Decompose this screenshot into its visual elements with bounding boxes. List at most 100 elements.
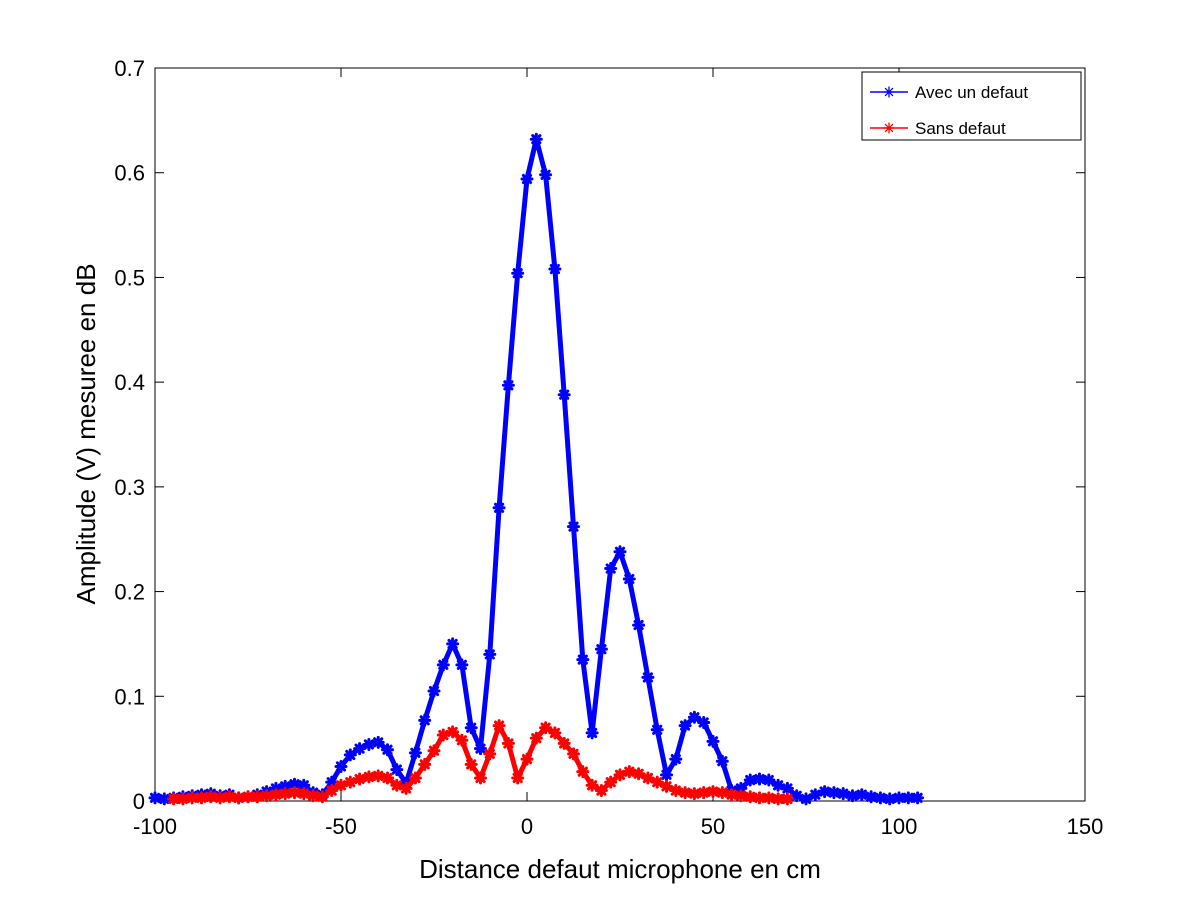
data-point [381,743,394,757]
data-point [511,266,525,280]
x-tick-label: 100 [881,814,918,839]
data-point [455,658,469,672]
y-tick-label: 0 [133,789,145,814]
data-point [753,791,766,805]
data-point [687,710,701,724]
y-axis-title: Amplitude (V) mesuree en dB [71,263,101,604]
data-point [501,378,515,392]
data-point [343,775,357,789]
data-point [604,775,618,789]
plot-area [154,67,1086,802]
x-tick-label: -100 [133,814,177,839]
data-point [669,784,683,798]
data-point [278,779,292,793]
data-point [464,757,478,771]
data-point [362,737,376,751]
data-point [762,773,776,787]
data-point [408,771,422,785]
data-point [836,787,850,801]
data-point [613,545,627,559]
data-point [427,684,441,698]
y-tick-label: 0.4 [114,370,145,395]
data-point [715,786,729,800]
data-point [548,726,562,740]
data-point [660,768,673,782]
data-point [371,735,385,749]
data-point [325,784,339,798]
data-point [604,562,618,576]
data-point [222,790,236,804]
data-point [576,765,590,779]
data-point [250,790,264,804]
data-point [232,791,246,805]
data-point [548,262,562,276]
data-point [706,734,720,748]
data-point [641,670,655,684]
y-tick-label: 0.2 [114,580,145,605]
data-point [390,778,404,792]
data-point [632,618,646,632]
series-sans-defaut [167,719,794,806]
data-point [678,719,692,733]
data-point [539,168,553,182]
data-point [576,653,590,667]
data-point [632,767,646,781]
data-point [418,713,432,727]
data-point [706,785,720,799]
data-point [297,787,311,801]
data-point [343,748,357,762]
data-point [511,771,525,785]
data-point [334,759,348,773]
data-point [557,388,571,402]
data-point [594,784,608,798]
data-point [697,715,711,729]
data-point [353,742,367,756]
data-point [567,520,580,534]
data-point [808,788,822,802]
y-tick-label: 0.6 [114,161,145,186]
x-axis-title: Distance defaut microphone en cm [419,854,821,884]
data-point [436,728,450,742]
x-tick-label: 50 [701,814,725,839]
legend-label: Sans defaut [915,119,1006,138]
data-point [427,744,441,758]
data-point [520,172,534,186]
y-tick-label: 0.1 [114,684,145,709]
data-point [780,792,794,806]
data-point [613,768,627,782]
data-point [557,736,571,750]
data-point [353,772,367,786]
data-point [399,781,413,795]
data-point [269,788,283,802]
data-point [455,733,469,747]
data-point [418,757,432,771]
data-point [501,736,515,750]
x-tick-label: 150 [1067,814,1104,839]
y-tick-label: 0.7 [114,56,145,81]
data-point [306,789,320,803]
data-point [650,775,664,789]
legend-marker [883,86,895,98]
data-point [697,786,711,800]
data-point [381,771,394,785]
data-point [790,789,804,803]
data-point [446,725,460,739]
data-point [446,637,460,651]
data-point [771,778,785,792]
data-point [715,754,729,768]
data-point [529,731,543,745]
data-point [483,747,497,761]
data-point [725,788,739,802]
data-point [371,769,385,783]
data-point [911,791,925,805]
data-point [641,771,655,785]
data-point [660,779,673,793]
y-tick-label: 0.5 [114,265,145,290]
legend: Avec un defaut Sans defaut [861,71,1082,141]
data-point [520,752,534,766]
data-point [474,771,487,785]
data-point [464,721,478,735]
axis-ticks: -100 -50 0 50 100 150 0 0.1 0.2 0.3 0.4 0.5 0.6 0.7 [114,56,1103,839]
data-point [687,787,701,801]
